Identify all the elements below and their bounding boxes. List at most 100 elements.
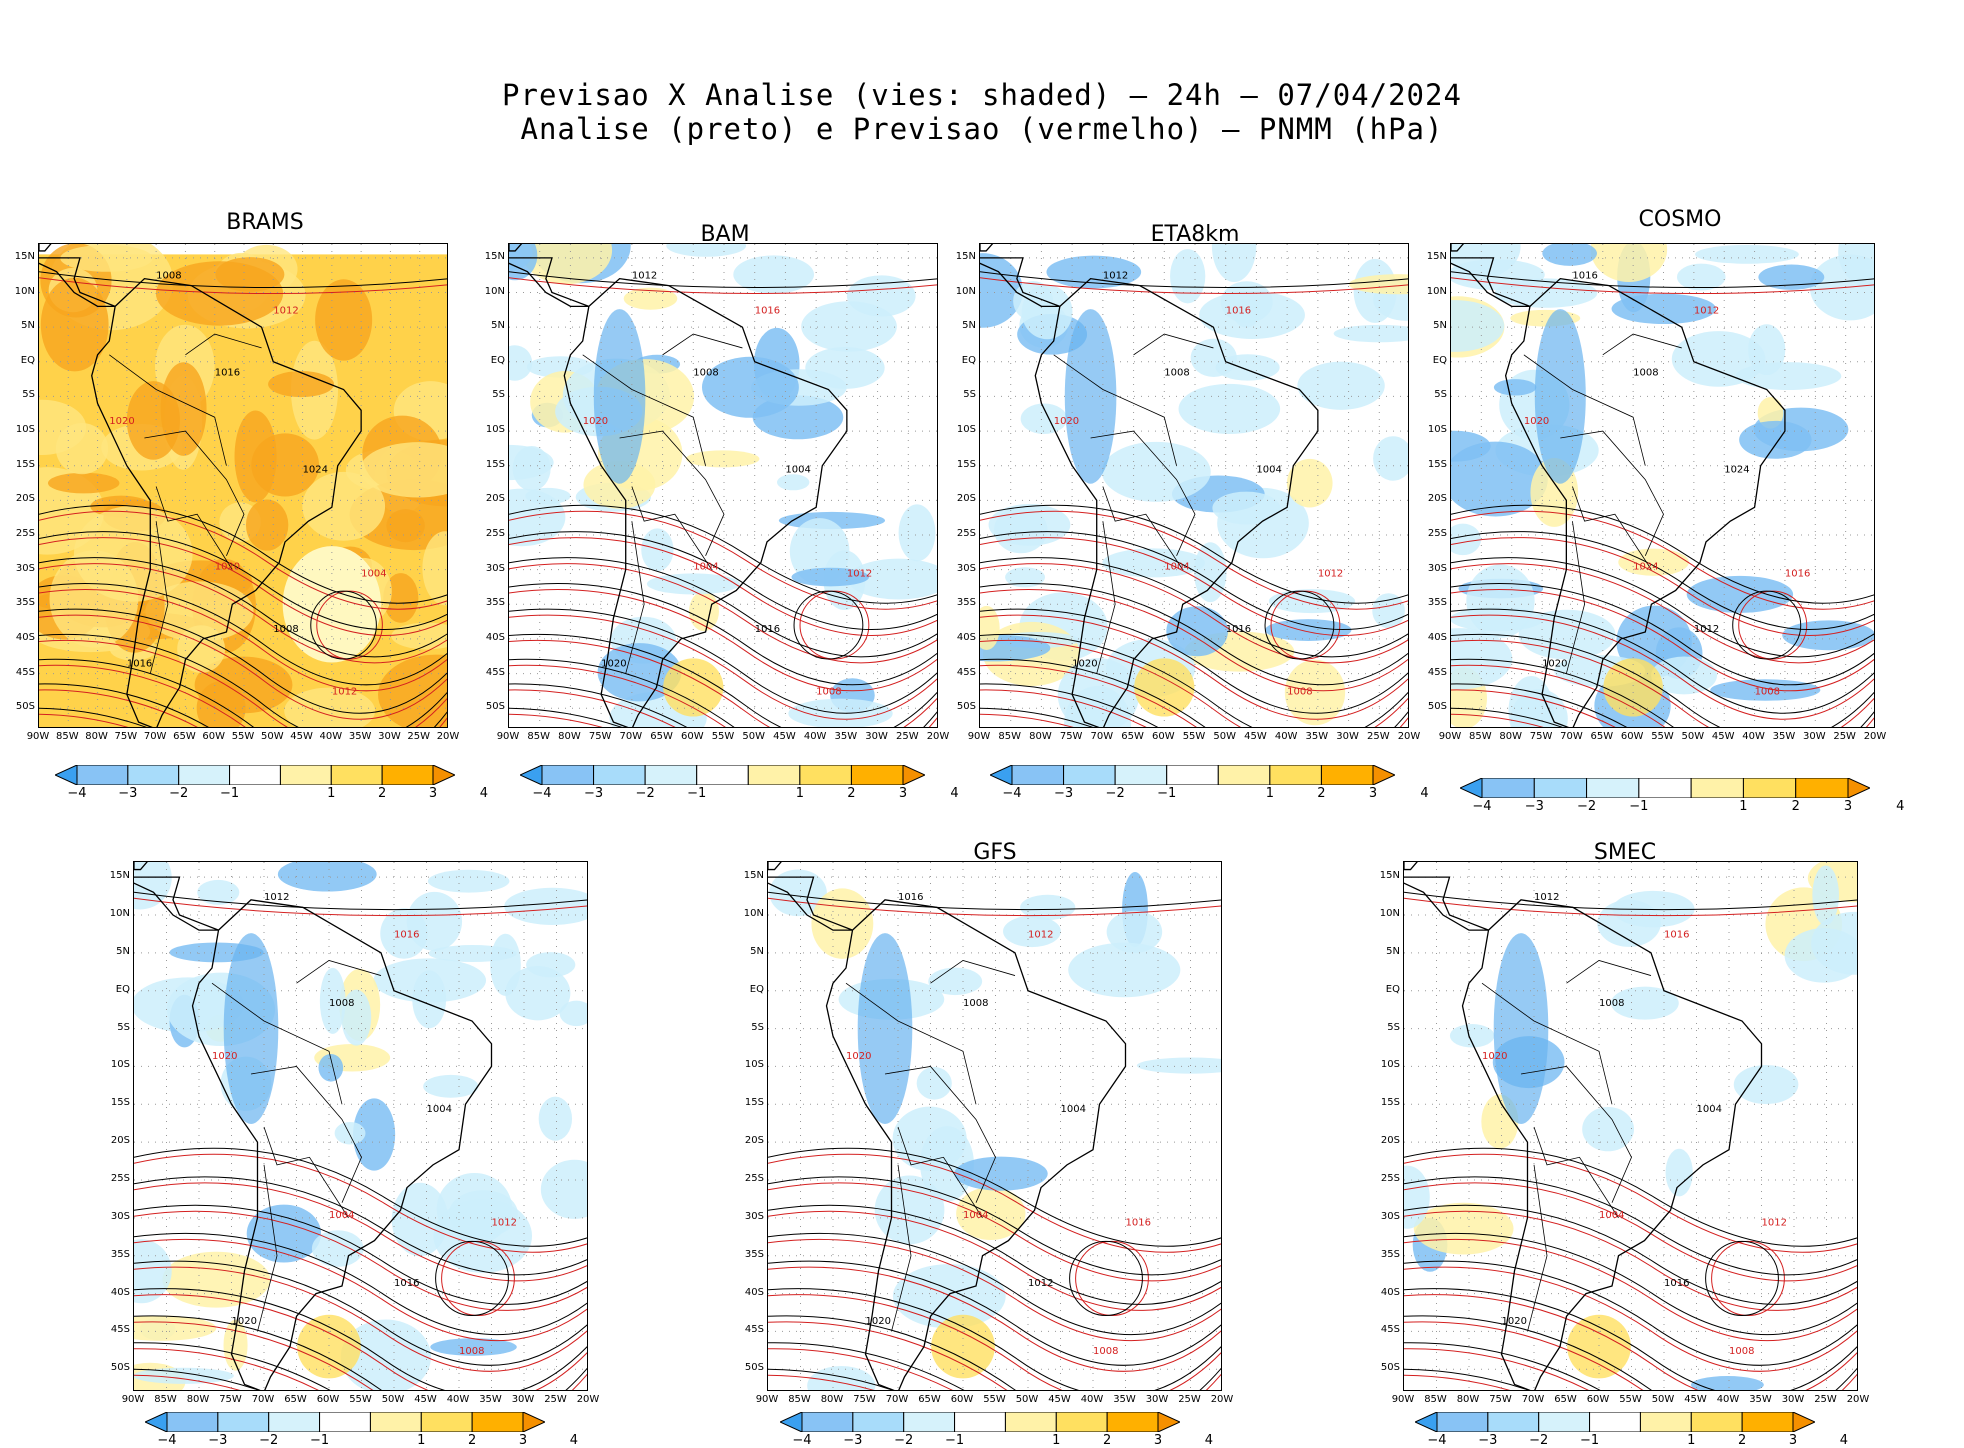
country-border bbox=[845, 982, 977, 1105]
figure-title-line2: Analise (preto) e Previsao (vermelho) – … bbox=[520, 112, 1444, 146]
bias-patch bbox=[688, 591, 719, 632]
lat-tick-label: 15N bbox=[109, 870, 130, 882]
bias-patch bbox=[197, 879, 240, 905]
panel-title-eta8km: ETA8km bbox=[1150, 222, 1240, 247]
analysis-isobar bbox=[1404, 1232, 1857, 1336]
contour-label: 1008 bbox=[1599, 998, 1624, 1009]
coastline bbox=[1461, 899, 1763, 1390]
contour-label: 1016 bbox=[215, 368, 240, 379]
analysis-isobar bbox=[509, 531, 937, 630]
lon-tick-label: 45W bbox=[1244, 731, 1267, 742]
lon-tick-label: 65W bbox=[1121, 731, 1144, 742]
analysis-isobar bbox=[1451, 633, 1874, 727]
bias-patch bbox=[162, 1251, 271, 1308]
forecast-isobar bbox=[768, 1294, 1221, 1390]
forecast-isobar bbox=[1404, 1321, 1857, 1390]
analysis-isobar bbox=[980, 583, 1408, 686]
colorbar-label: 3 bbox=[1368, 786, 1378, 801]
lat-tick-label: 20S bbox=[744, 1135, 764, 1147]
lon-tick-label: 20W bbox=[1846, 1394, 1870, 1405]
analysis-isobar bbox=[768, 1260, 1221, 1366]
analysis-isobar bbox=[310, 590, 377, 660]
colorbar-label: −4 bbox=[1427, 1433, 1447, 1448]
lat-tick-label: 45S bbox=[485, 666, 505, 678]
analysis-isobar bbox=[980, 271, 1408, 289]
bias-patch bbox=[801, 301, 897, 352]
lon-tick-label: 75W bbox=[219, 1394, 242, 1405]
bias-patch bbox=[1590, 244, 1668, 283]
contour-label: 1012 bbox=[1028, 1278, 1053, 1289]
forecast-isobar bbox=[768, 897, 1221, 917]
coastline bbox=[1404, 876, 1489, 931]
contour-label: 1008 bbox=[1633, 368, 1658, 379]
lat-tick-label: 40S bbox=[15, 631, 35, 643]
contour-label: 1016 bbox=[755, 624, 780, 635]
colorbar-label: 3 bbox=[1843, 799, 1853, 814]
colorbar-segment bbox=[1217, 765, 1271, 785]
lat-tick-label: 50S bbox=[1427, 701, 1447, 713]
contour-label: 1008 bbox=[1729, 1346, 1754, 1357]
lat-tick-label: 45S bbox=[1380, 1324, 1400, 1336]
lon-tick-label: 50W bbox=[1213, 731, 1237, 742]
lon-tick-label: 90W bbox=[26, 731, 50, 742]
lon-tick-label: 35W bbox=[1305, 731, 1329, 742]
bias-patch bbox=[1510, 689, 1568, 727]
contour-label: 1004 bbox=[693, 562, 718, 573]
forecast-isobar bbox=[980, 510, 1408, 610]
bias-patch bbox=[1534, 309, 1586, 484]
colorbar-segment bbox=[801, 1412, 854, 1432]
bias-patch bbox=[857, 933, 913, 1124]
colorbar-segment bbox=[1063, 765, 1116, 785]
contour-label: 1004 bbox=[427, 1104, 452, 1115]
forecast-isobar bbox=[509, 277, 937, 295]
colorbar-segment bbox=[1157, 1412, 1180, 1432]
bias-patch bbox=[811, 888, 874, 959]
colorbar-segment bbox=[330, 765, 383, 785]
bias-patch bbox=[1695, 244, 1799, 264]
lon-tick-label: 60W bbox=[1586, 1394, 1610, 1405]
bias-patch bbox=[593, 309, 646, 484]
bias-patch bbox=[931, 1314, 995, 1379]
lat-tick-label: 50S bbox=[15, 701, 35, 713]
lat-tick-label: 15N bbox=[484, 250, 505, 262]
coastline bbox=[1034, 277, 1319, 727]
forecast-isobar bbox=[768, 1210, 1221, 1311]
country-border bbox=[250, 1065, 362, 1203]
lon-tick-label: 75W bbox=[588, 731, 612, 742]
bias-patch bbox=[1178, 383, 1281, 435]
bias-patch bbox=[954, 1156, 1048, 1191]
map-panel-smec: 1012 1016 1008 1020 1004 1012 1016 1008 1020 1004 bbox=[1403, 861, 1858, 1391]
lat-tick-label: 40S bbox=[1380, 1286, 1400, 1298]
forecast-isobar bbox=[768, 1238, 1221, 1342]
lon-tick-label: 20W bbox=[926, 731, 950, 742]
bias-patch bbox=[1451, 441, 1548, 517]
bias-patch bbox=[1134, 658, 1195, 717]
lon-tick-label: 60W bbox=[1151, 731, 1175, 742]
bias-patch bbox=[427, 869, 510, 893]
lat-tick-label: 5S bbox=[492, 389, 505, 401]
bias-patch bbox=[412, 970, 447, 1029]
map-canvas-gfs: 1016 1012 1008 1020 1004 1016 1012 1008 1020 1004 bbox=[768, 862, 1221, 1390]
lat-tick-label: 10S bbox=[485, 424, 505, 436]
bias-patch bbox=[1812, 865, 1839, 926]
lon-tick-label: 85W bbox=[527, 731, 551, 742]
bias-patch bbox=[1739, 420, 1812, 459]
contour-label: 1008 bbox=[1755, 686, 1780, 697]
colorbar-segment bbox=[522, 1412, 545, 1432]
lon-tick-label: 75W bbox=[1059, 731, 1083, 742]
lon-tick-label: 80W bbox=[1029, 731, 1052, 742]
forecast-isobar bbox=[1451, 510, 1874, 610]
contour-label: 1008 bbox=[816, 686, 841, 697]
lat-tick-label: 5S bbox=[22, 389, 35, 401]
colorbar-segment bbox=[217, 1412, 270, 1432]
bias-patch bbox=[1003, 915, 1061, 948]
lon-tick-label: 65W bbox=[918, 1394, 941, 1405]
colorbar-segment bbox=[420, 1412, 473, 1432]
contour-label: 1016 bbox=[1785, 569, 1810, 580]
lat-tick-label: 40S bbox=[744, 1286, 764, 1298]
lon-tick-label: 35W bbox=[834, 731, 858, 742]
lat-tick-label: 10S bbox=[1427, 424, 1447, 436]
analysis-isobar bbox=[1705, 1240, 1779, 1317]
lat-tick-label: 10N bbox=[484, 285, 505, 297]
analysis-isobar bbox=[1451, 608, 1874, 714]
